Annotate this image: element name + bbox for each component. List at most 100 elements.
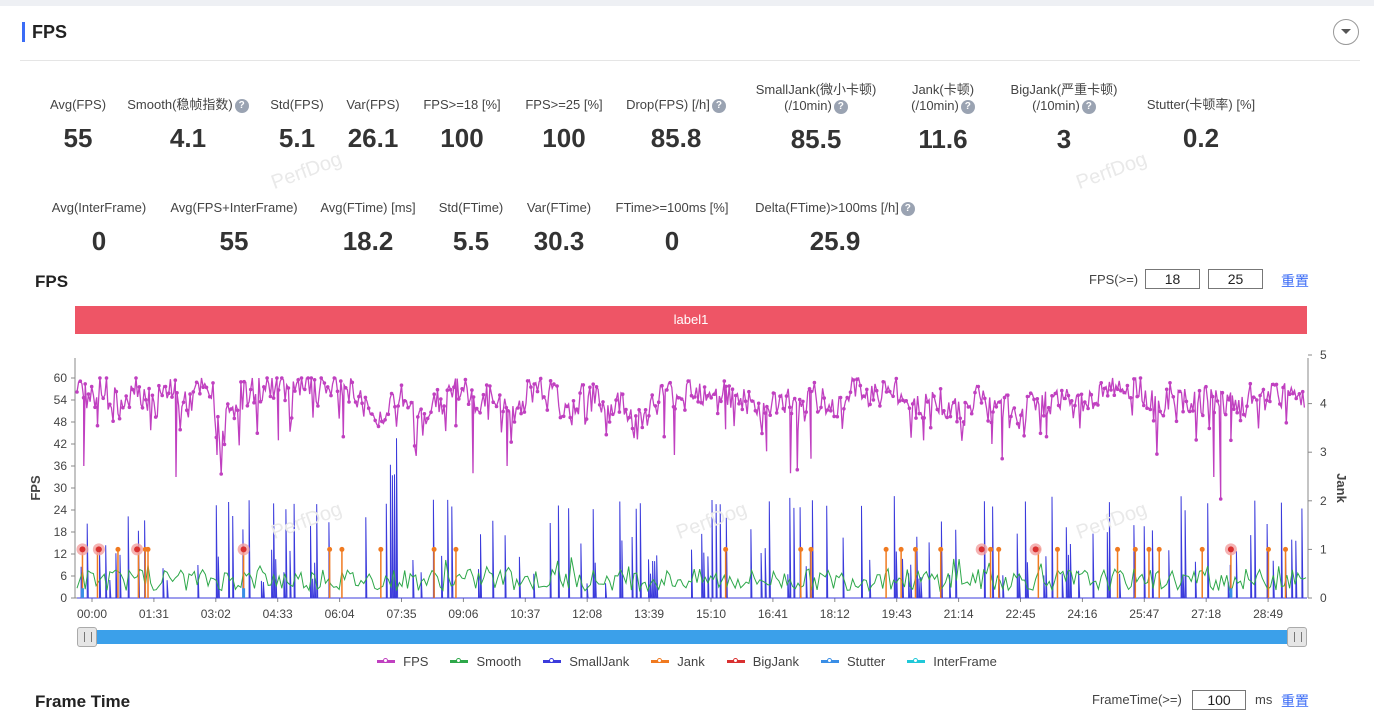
time-range-slider[interactable] [78, 630, 1304, 644]
legend-item-smalljank[interactable]: SmallJank [543, 654, 629, 669]
fps-point [481, 392, 486, 397]
legend-item-interframe[interactable]: InterFrame [907, 654, 997, 669]
collapse-button[interactable] [1333, 19, 1359, 45]
x-tick-label: 27:18 [1191, 607, 1221, 621]
stat-value: 0 [664, 226, 680, 256]
fps-point [815, 410, 820, 414]
legend-swatch [543, 658, 562, 663]
fps-point [928, 425, 933, 430]
help-icon[interactable]: ? [833, 99, 848, 114]
watermark: PerfDog [1073, 148, 1150, 194]
fps-point [973, 390, 977, 395]
fps-point [396, 404, 401, 408]
fps-point [229, 407, 233, 411]
stat-item: Std(FPS) 5.1 [207, 97, 387, 154]
fps-point [722, 379, 727, 383]
fps-point [416, 415, 420, 419]
fps-point [1220, 390, 1225, 395]
fps-point [994, 405, 999, 409]
fps-point [108, 402, 112, 407]
legend-label: FPS [403, 654, 429, 669]
fps-point [724, 384, 728, 389]
legend-swatch [651, 658, 670, 663]
stat-label-text: (/10min) [1032, 98, 1080, 113]
slider-right-handle[interactable] [1287, 627, 1307, 647]
legend-item-bigjank[interactable]: BigJank [726, 654, 799, 669]
stat-item: Delta(FTime)>100ms [/h]? 25.9 [745, 200, 925, 257]
fps-point [475, 406, 479, 411]
fps-point [801, 399, 805, 404]
fps-point [429, 410, 433, 414]
fps-point [235, 408, 240, 413]
stat-label-text: BigJank(严重卡顿) [1010, 82, 1118, 97]
fps-point [98, 376, 102, 380]
legend-item-stutter[interactable]: Stutter [820, 654, 885, 669]
stat-label-text: Var(FTime) [526, 200, 592, 215]
help-icon[interactable]: ? [960, 99, 975, 114]
fps-point [797, 397, 802, 402]
fps-point [150, 393, 155, 398]
stat-value: 85.8 [650, 123, 702, 153]
fps-point [1122, 390, 1126, 395]
fps-point [332, 376, 337, 380]
fps-point [955, 419, 959, 424]
frame-time-threshold-input[interactable] [1192, 690, 1246, 710]
legend-item-jank[interactable]: Jank [651, 654, 705, 669]
fps-point [422, 412, 427, 416]
fps-threshold-2-input[interactable] [1208, 269, 1263, 289]
bigjank-point [95, 546, 102, 553]
stat-label-text: Jank(卡顿) [911, 82, 975, 97]
fps-point [719, 399, 723, 404]
fps-point [1151, 419, 1156, 423]
fps-point [565, 404, 569, 409]
fps-point [614, 398, 618, 402]
fps-point [851, 378, 856, 382]
fps-point [1155, 452, 1159, 456]
stat-value: 85.5 [790, 124, 842, 154]
fps-point [1161, 413, 1166, 418]
fps-point [95, 423, 100, 428]
fps-point [832, 414, 836, 419]
slider-left-handle[interactable] [77, 627, 97, 647]
help-icon[interactable]: ? [900, 201, 915, 216]
legend-item-fps[interactable]: FPS [377, 654, 428, 669]
fps-point [370, 412, 374, 416]
fps-point [1187, 409, 1192, 414]
help-icon[interactable]: ? [234, 98, 249, 113]
fps-point [822, 396, 826, 400]
fps-point [581, 383, 586, 387]
fps-point [976, 384, 981, 389]
stat-value: 55 [63, 123, 93, 153]
fps-point [457, 397, 461, 401]
fps-point [788, 405, 792, 410]
fps-point [1009, 414, 1013, 419]
label-bar[interactable]: label1 [75, 306, 1307, 334]
fps-point [676, 396, 681, 400]
fps-point [1204, 384, 1208, 389]
fps-point [1191, 409, 1195, 413]
fps-point [792, 396, 797, 401]
fps-threshold-1-input[interactable] [1145, 269, 1200, 289]
fps-point [1300, 389, 1305, 394]
stat-label: Stutter(卡顿率) [%] [1111, 97, 1291, 113]
legend-item-smooth[interactable]: Smooth [450, 654, 521, 669]
frame-time-reset-link[interactable]: 重置 [1281, 693, 1309, 709]
fps-point [838, 395, 843, 400]
fps-point [1115, 387, 1120, 391]
stat-item: Jank(卡顿) (/10min)? 11.6 [853, 82, 1033, 155]
fps-point [1053, 391, 1058, 396]
jank-point [1265, 546, 1271, 552]
fps-point [807, 387, 812, 391]
fps-point [1271, 382, 1275, 387]
chevron-down-icon [1341, 29, 1351, 34]
fps-point [341, 434, 346, 439]
fps-chart-title: FPS [35, 272, 69, 291]
jank-point [1132, 546, 1138, 552]
help-icon[interactable]: ? [1081, 99, 1096, 114]
stat-label-text: FPS>=25 [%] [525, 97, 603, 112]
fps-point [463, 377, 468, 382]
fps-point [1038, 431, 1043, 436]
help-icon[interactable]: ? [711, 98, 726, 113]
fps-reset-link[interactable]: 重置 [1281, 273, 1309, 289]
